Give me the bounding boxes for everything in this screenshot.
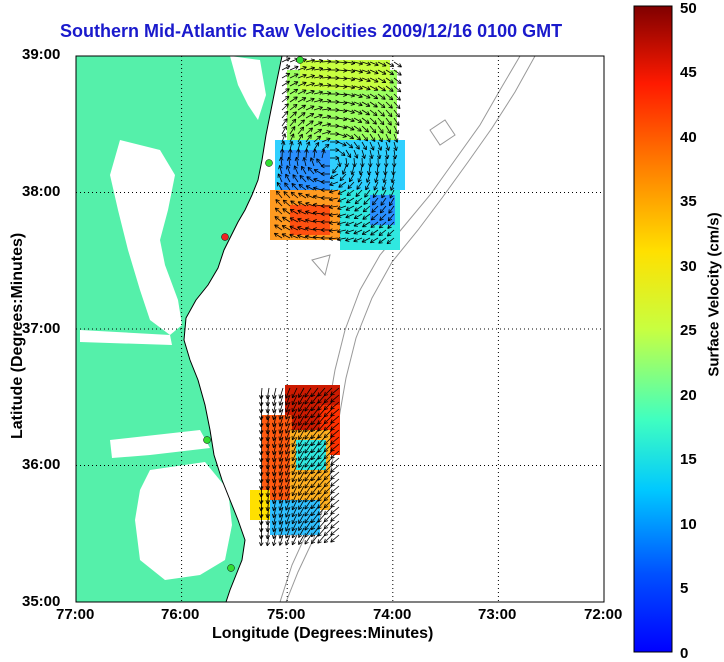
velocity-arrow-head: [285, 534, 286, 538]
velocity-arrow-head: [307, 177, 311, 178]
velocity-arrow-head: [285, 541, 286, 545]
velocity-arrow-head: [285, 499, 286, 503]
velocity-arrow-head: [310, 158, 311, 162]
velocity-arrow-head: [285, 429, 286, 433]
velocity-arrow-head: [285, 513, 286, 517]
colorbar-tick: 25: [680, 322, 697, 339]
velocity-arrow-head: [302, 74, 306, 75]
velocity-arrow-head: [285, 394, 286, 398]
x-axis-label: Longitude (Degrees:Minutes): [212, 625, 433, 643]
velocity-arrow-head: [285, 457, 286, 461]
colorbar-tick: 15: [680, 451, 697, 468]
velocity-arrow-head: [333, 169, 334, 173]
colorbar-tick: 5: [680, 580, 688, 597]
colorbar-tick: 0: [680, 645, 688, 662]
velocity-arrow-head: [285, 408, 286, 412]
velocity-arrow-head: [365, 193, 366, 197]
velocity-arrow-head: [283, 209, 287, 210]
velocity-arrow-head: [285, 436, 286, 440]
y-tick: 37:00: [22, 320, 60, 337]
velocity-arrow-head: [285, 527, 286, 531]
colorbar-tick: 40: [680, 129, 697, 146]
velocity-arrow-head: [285, 492, 286, 496]
velocity-arrow-head: [350, 121, 354, 122]
radar-site: [222, 234, 229, 241]
x-tick: 77:00: [56, 606, 94, 623]
colorbar: [634, 6, 672, 652]
radar-site: [228, 565, 235, 572]
velocity-arrow-head: [318, 114, 322, 115]
x-tick: 76:00: [161, 606, 199, 623]
velocity-arrow-head: [366, 81, 370, 82]
velocity-arrow-head: [285, 450, 286, 454]
colorbar-tick: 30: [680, 258, 697, 275]
colorbar-tick: 50: [680, 0, 697, 17]
radar-site: [297, 57, 304, 64]
velocity-arrow-head: [285, 401, 286, 405]
velocity-arrow-head: [381, 146, 382, 150]
y-axis-label: Latitude (Degrees:Minutes): [9, 259, 27, 439]
pamlico-sound: [135, 462, 232, 580]
velocity-arrow-head: [285, 415, 286, 419]
colorbar-tick: 20: [680, 387, 697, 404]
velocity-arrow-head: [342, 170, 343, 174]
x-tick: 73:00: [478, 606, 516, 623]
velocity-arrow-head: [285, 485, 286, 489]
radar-site: [204, 437, 211, 444]
velocity-arrow-head: [346, 225, 350, 226]
velocity-arrow-head: [311, 135, 312, 139]
velocity-arrow-head: [382, 186, 383, 190]
colorbar-tick: 45: [680, 64, 697, 81]
velocity-arrow-head: [285, 520, 286, 524]
velocity-arrow-head: [298, 218, 302, 219]
y-tick: 35:00: [22, 593, 60, 610]
y-tick: 36:00: [22, 456, 60, 473]
colorbar-tick: 35: [680, 193, 697, 210]
colorbar-tick: 10: [680, 516, 697, 533]
velocity-arrow-head: [285, 506, 286, 510]
y-tick: 39:00: [22, 46, 60, 63]
velocity-arrow-head: [285, 443, 286, 447]
x-tick: 74:00: [373, 606, 411, 623]
velocity-arrow-head: [285, 478, 286, 482]
velocity-arrow-head: [285, 464, 286, 468]
x-tick: 72:00: [584, 606, 622, 623]
x-tick: 75:00: [267, 606, 305, 623]
velocity-arrow-head: [285, 471, 286, 475]
y-tick: 38:00: [22, 183, 60, 200]
colorbar-label: Surface Velocity (cm/s): [706, 195, 723, 395]
velocity-arrow-head: [285, 422, 286, 426]
radar-site: [266, 160, 273, 167]
velocity-arrow-head: [381, 99, 385, 100]
velocity-arrow-head: [285, 134, 286, 138]
